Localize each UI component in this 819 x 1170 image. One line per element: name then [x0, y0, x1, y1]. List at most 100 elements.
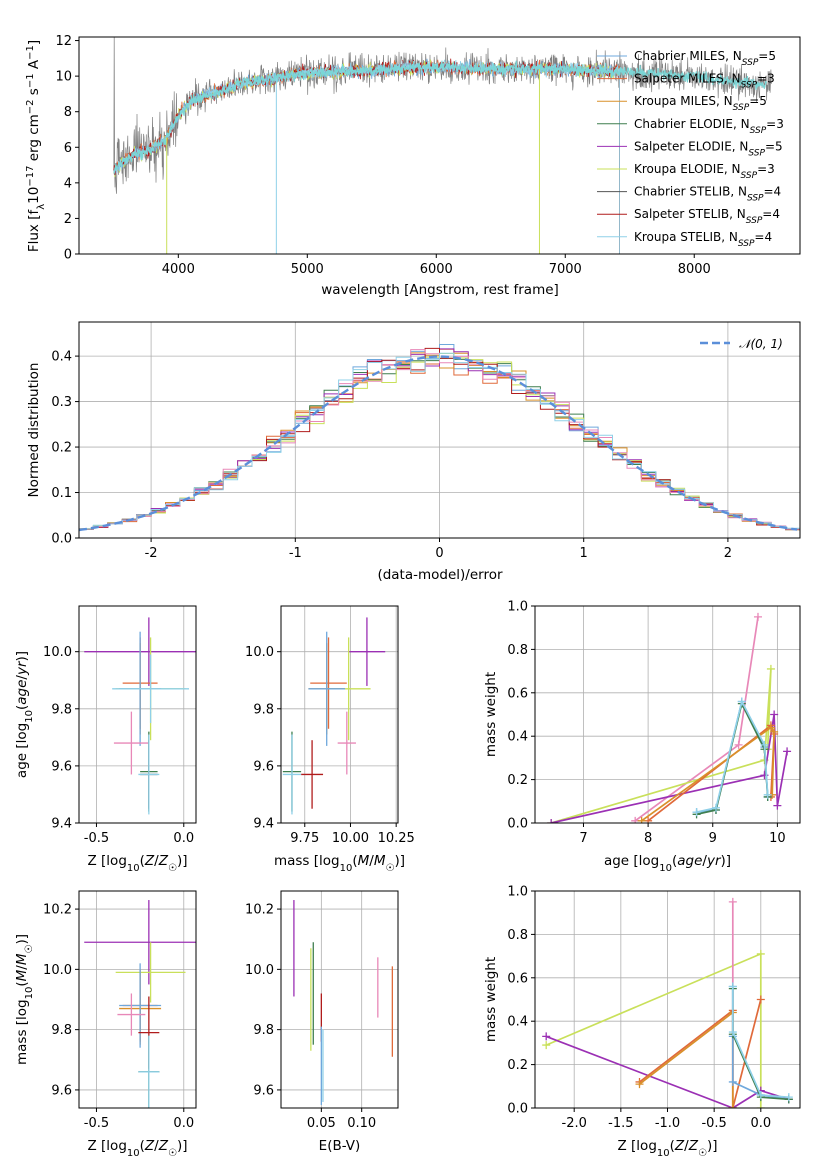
- axes-frame: [280, 605, 399, 824]
- y-tick-label: 0.6: [507, 971, 528, 986]
- axes-mass_vs_EBV: 0.05 0.10 9.6 9.8 10.0 10.2: [245, 890, 399, 1131]
- weight-line: [551, 714, 788, 823]
- x-tick-label: -0.5: [701, 1116, 726, 1131]
- weight-line: [641, 726, 775, 822]
- y-tick-label: 1.0: [507, 885, 528, 900]
- legend-label: Salpeter ELODIE, NSSP=5: [634, 139, 783, 158]
- x-tick-label: 10.00: [332, 831, 369, 846]
- x-tick-label: 10: [769, 831, 786, 846]
- weight-line: [545, 952, 762, 1108]
- weight-line: [638, 1010, 734, 1108]
- x-tick-label: 0.05: [307, 1116, 336, 1131]
- histogram-series: [79, 352, 800, 530]
- model-spectrum: [113, 59, 620, 254]
- weight-line: [545, 1035, 790, 1108]
- axes-spectrum: 4000 5000 6000 7000 8000 0 2 4 6 8 10 12: [55, 34, 801, 277]
- y-axis-label: Normed distribution: [26, 363, 42, 498]
- spectrum-legend: Chabrier MILES, NSSP=5 Salpeter MILES, NS…: [597, 49, 784, 249]
- y-axis-label: mass [log10(M/M☉)]: [14, 934, 35, 1065]
- errorbar-point: [308, 631, 345, 746]
- y-tick-label: 0.2: [507, 773, 528, 788]
- axes-age_vs_Z: -0.5 0.0 9.4 9.6 9.8 10.0: [43, 605, 197, 846]
- errorbar-point: [138, 734, 160, 815]
- x-tick-label: 7: [579, 831, 587, 846]
- plot-area-age_vs_mass: [282, 617, 386, 815]
- weight-line: [550, 668, 772, 823]
- legend-label: 𝒩(0, 1): [739, 337, 783, 351]
- x-tick-label: 9.75: [290, 831, 319, 846]
- weight-line: [696, 701, 769, 816]
- axes-frame: [280, 890, 399, 1109]
- y-tick-label: 0.1: [51, 486, 72, 501]
- x-axis-label: Z [log10(Z/Z☉)]: [88, 1138, 188, 1159]
- weight-marker: [728, 1077, 737, 1086]
- x-tick-label: 0: [435, 546, 443, 561]
- y-axis-label: age [log10(age/yr)]: [14, 651, 35, 778]
- model-spectrum: [113, 58, 620, 254]
- plot-area-spectrum: [113, 37, 772, 254]
- x-tick-label: 2: [724, 546, 732, 561]
- y-tick-label: 0.0: [507, 817, 528, 832]
- x-axis-label: mass [log10(M/M☉)]: [274, 853, 405, 874]
- weight-marker: [763, 790, 772, 799]
- weight-line: [731, 986, 789, 1099]
- y-tick-label: 10.0: [245, 645, 274, 660]
- y-tick-label: 10.0: [43, 963, 72, 978]
- y-tick-label: 8: [64, 105, 72, 120]
- model-spectrum-best: [113, 60, 768, 174]
- plot-area-residuals: [79, 344, 800, 532]
- errorbar-point: [282, 734, 302, 815]
- legend-label: Salpeter STELIB, NSSP=4: [634, 207, 780, 226]
- errorbar-point: [301, 740, 324, 809]
- y-tick-label: 10.2: [43, 903, 72, 918]
- weight-marker: [728, 982, 737, 991]
- weight-series: [728, 982, 793, 1102]
- y-tick-label: 0.4: [51, 350, 72, 365]
- plot-area-mass_vs_EBV: [293, 900, 394, 1105]
- x-tick-label: -1: [289, 546, 302, 561]
- x-tick-label: 6000: [420, 262, 453, 277]
- y-tick-label: 0.2: [507, 1058, 528, 1073]
- weight-marker: [770, 727, 779, 736]
- y-tick-label: 9.6: [51, 759, 72, 774]
- weight-marker: [783, 747, 792, 756]
- weight-marker: [737, 697, 746, 706]
- weight-marker: [542, 1041, 551, 1050]
- axes-mass_vs_Z: -0.5 0.0 9.6 9.8 10.0 10.2: [43, 890, 197, 1131]
- y-tick-label: 9.8: [51, 702, 72, 717]
- legend-label: Chabrier ELODIE, NSSP=3: [634, 117, 784, 136]
- y-tick-label: 9.8: [51, 1023, 72, 1038]
- weight-series: [637, 723, 779, 823]
- errorbar-point: [348, 617, 386, 686]
- weight-marker: [734, 740, 743, 749]
- weight-marker: [692, 808, 701, 817]
- x-tick-label: 8000: [678, 262, 711, 277]
- weight-marker: [542, 1032, 551, 1041]
- y-tick-label: 1.0: [507, 600, 528, 615]
- x-tick-label: 1: [580, 546, 588, 561]
- plot-area-massweight_vs_Z: [542, 897, 793, 1108]
- x-tick-label: 0.0: [750, 1116, 771, 1131]
- weight-marker: [756, 949, 765, 958]
- plot-area-mass_vs_Z: [84, 900, 196, 1108]
- weight-marker: [637, 816, 646, 823]
- y-tick-label: 9.4: [253, 817, 274, 832]
- weight-marker: [766, 664, 775, 673]
- weight-marker: [766, 723, 775, 732]
- x-tick-label: -0.5: [84, 1116, 109, 1131]
- weight-marker: [760, 740, 769, 749]
- axes-residuals: -2 -1 0 1 2 0.0 0.1 0.2 0.3 0.4: [51, 321, 801, 561]
- y-tick-label: 0: [64, 248, 72, 263]
- legend-label: Kroupa ELODIE, NSSP=3: [634, 162, 775, 181]
- y-tick-label: 0.8: [507, 928, 528, 943]
- y-tick-label: 6: [64, 141, 72, 156]
- x-axis-label: Z [log10(Z/Z☉)]: [88, 853, 188, 874]
- weight-series: [692, 697, 772, 817]
- weight-line: [696, 699, 769, 813]
- weight-marker: [728, 1104, 737, 1108]
- axes-frame: [78, 605, 197, 824]
- x-axis-label: (data-model)/error: [377, 567, 503, 583]
- weight-marker: [547, 819, 556, 823]
- y-tick-label: 9.6: [253, 1083, 274, 1098]
- y-tick-label: 0.4: [507, 730, 528, 745]
